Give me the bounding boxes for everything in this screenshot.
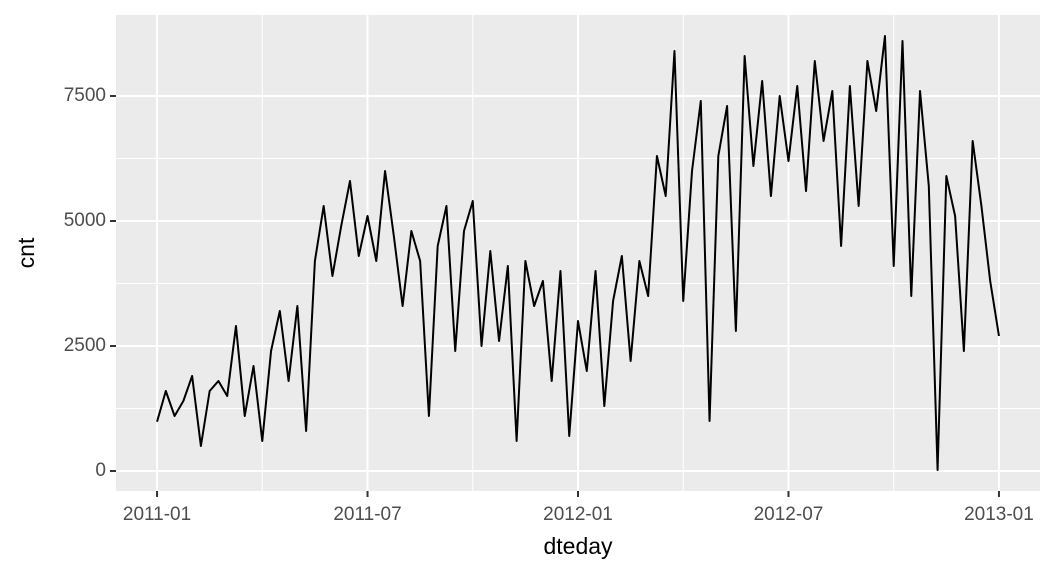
x-tick-label: 2012-07 (754, 504, 824, 525)
x-tick-label: 2013-01 (964, 504, 1034, 525)
line (156, 35, 1000, 471)
y-tick-label: 0 (95, 460, 106, 481)
y-tick-label: 2500 (64, 335, 106, 356)
x-tick-label: 2011-01 (123, 504, 191, 525)
x-tick-label: 2012-01 (543, 504, 613, 525)
y-tick-label: 7500 (64, 85, 106, 106)
x-tick-label: 2011-07 (333, 504, 401, 525)
x-axis-title: dteday (543, 533, 613, 559)
y-tick-label: 5000 (64, 210, 106, 231)
y-axis-title: cnt (13, 237, 39, 268)
